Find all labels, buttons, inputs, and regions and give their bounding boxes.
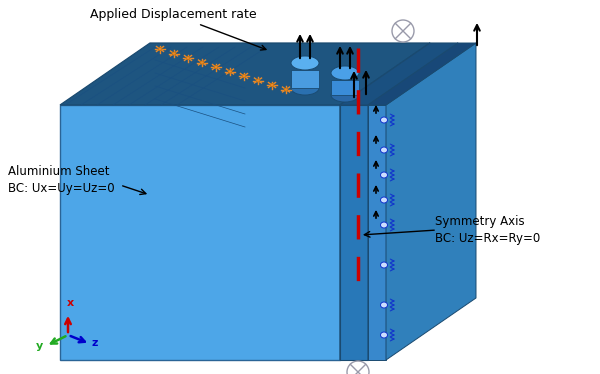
Ellipse shape (284, 88, 288, 91)
Ellipse shape (256, 79, 260, 82)
Polygon shape (291, 70, 319, 88)
Ellipse shape (380, 302, 388, 308)
Polygon shape (368, 43, 458, 360)
Polygon shape (368, 105, 386, 360)
Ellipse shape (380, 117, 388, 123)
Ellipse shape (331, 88, 359, 102)
Ellipse shape (158, 47, 162, 50)
Ellipse shape (380, 147, 388, 153)
Text: Symmetry Axis
BC: Uz=Rx=Ry=0: Symmetry Axis BC: Uz=Rx=Ry=0 (435, 215, 540, 245)
Ellipse shape (291, 81, 319, 95)
Ellipse shape (200, 61, 204, 64)
Polygon shape (340, 43, 430, 360)
Ellipse shape (380, 172, 388, 178)
Text: Applied Displacement rate: Applied Displacement rate (90, 8, 266, 50)
Ellipse shape (380, 332, 388, 338)
Text: x: x (67, 298, 74, 308)
Polygon shape (340, 105, 368, 360)
Polygon shape (386, 43, 476, 360)
Polygon shape (60, 105, 340, 360)
Text: Aluminium Sheet
BC: Ux=Uy=Uz=0: Aluminium Sheet BC: Ux=Uy=Uz=0 (8, 165, 115, 195)
Ellipse shape (380, 197, 388, 203)
Ellipse shape (186, 56, 190, 59)
Ellipse shape (380, 262, 388, 268)
Ellipse shape (214, 65, 218, 68)
Ellipse shape (291, 56, 319, 70)
Polygon shape (340, 43, 458, 105)
Ellipse shape (242, 74, 246, 77)
Polygon shape (368, 43, 476, 105)
Ellipse shape (331, 66, 359, 80)
Polygon shape (60, 43, 430, 105)
Ellipse shape (270, 83, 274, 86)
Ellipse shape (172, 52, 176, 55)
Polygon shape (331, 80, 359, 95)
Text: z: z (92, 338, 98, 348)
Ellipse shape (228, 70, 232, 73)
Ellipse shape (380, 222, 388, 228)
Text: y: y (35, 341, 43, 351)
